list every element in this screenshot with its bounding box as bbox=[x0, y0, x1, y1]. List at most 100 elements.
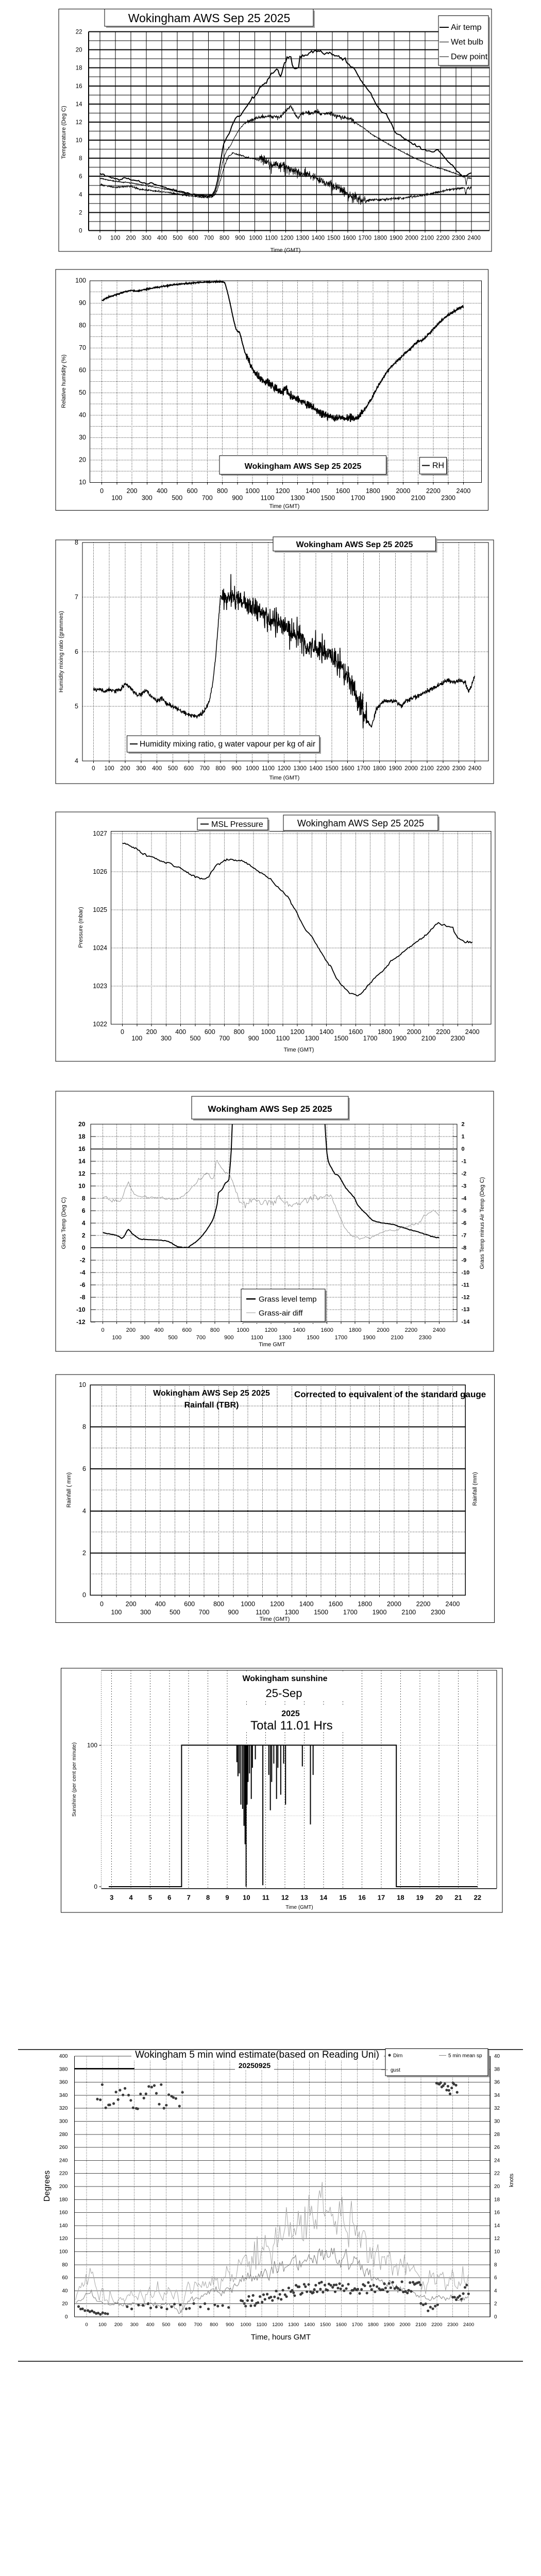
svg-text:1800: 1800 bbox=[349, 1327, 361, 1333]
svg-text:2000: 2000 bbox=[404, 766, 418, 772]
svg-text:20: 20 bbox=[79, 456, 86, 463]
svg-text:1400: 1400 bbox=[299, 1601, 314, 1608]
svg-text:1500: 1500 bbox=[320, 2322, 331, 2328]
svg-text:2200: 2200 bbox=[436, 1028, 450, 1036]
svg-text:700: 700 bbox=[196, 1335, 206, 1341]
svg-text:600: 600 bbox=[178, 2322, 186, 2328]
svg-text:10: 10 bbox=[79, 479, 86, 486]
svg-text:18: 18 bbox=[397, 1894, 404, 1902]
svg-text:1300: 1300 bbox=[291, 495, 305, 502]
svg-text:500: 500 bbox=[168, 1335, 177, 1341]
svg-text:300: 300 bbox=[136, 766, 146, 772]
svg-text:Wokingham AWS Sep 25 2025: Wokingham AWS Sep 25 2025 bbox=[128, 11, 291, 25]
svg-text:0: 0 bbox=[82, 1591, 86, 1599]
svg-text:14: 14 bbox=[320, 1894, 328, 1902]
svg-text:900: 900 bbox=[248, 1035, 259, 1042]
svg-text:Time (GMT): Time (GMT) bbox=[269, 503, 300, 510]
svg-text:1900: 1900 bbox=[363, 1335, 375, 1341]
svg-text:Grass Temp minus Air Temp (Deg: Grass Temp minus Air Temp (Deg C) bbox=[479, 1177, 485, 1269]
svg-text:200: 200 bbox=[126, 235, 136, 242]
svg-text:1026: 1026 bbox=[93, 868, 107, 875]
svg-text:2400: 2400 bbox=[445, 1601, 460, 1608]
svg-text:500: 500 bbox=[168, 766, 178, 772]
svg-text:-7: -7 bbox=[462, 1232, 467, 1239]
svg-text:0: 0 bbox=[494, 2314, 497, 2320]
svg-text:40: 40 bbox=[62, 2288, 68, 2294]
svg-text:Time (GMT): Time (GMT) bbox=[260, 1616, 290, 1622]
svg-text:-6: -6 bbox=[462, 1220, 467, 1226]
svg-text:-8: -8 bbox=[80, 1294, 86, 1301]
svg-text:1600: 1600 bbox=[343, 235, 356, 242]
svg-text:-11: -11 bbox=[462, 1282, 469, 1288]
svg-text:2200: 2200 bbox=[426, 487, 441, 495]
svg-text:6: 6 bbox=[82, 1465, 86, 1472]
svg-text:7: 7 bbox=[187, 1894, 191, 1902]
svg-text:1700: 1700 bbox=[358, 235, 371, 242]
svg-text:10: 10 bbox=[78, 1182, 86, 1190]
svg-text:0: 0 bbox=[100, 1601, 104, 1608]
svg-text:2: 2 bbox=[82, 1549, 86, 1556]
svg-text:Wokingham sunshine: Wokingham sunshine bbox=[242, 1674, 327, 1683]
svg-text:1800: 1800 bbox=[378, 1028, 392, 1036]
svg-text:1500: 1500 bbox=[325, 766, 339, 772]
svg-text:1024: 1024 bbox=[93, 944, 107, 952]
svg-text:340: 340 bbox=[59, 2093, 68, 2098]
svg-text:-1: -1 bbox=[462, 1159, 467, 1165]
svg-text:200: 200 bbox=[126, 1601, 137, 1608]
svg-text:6: 6 bbox=[79, 174, 82, 180]
svg-text:1900: 1900 bbox=[384, 2322, 395, 2328]
svg-text:1600: 1600 bbox=[336, 2322, 347, 2328]
svg-text:300: 300 bbox=[140, 1335, 149, 1341]
svg-text:1700: 1700 bbox=[352, 2322, 363, 2328]
svg-text:16: 16 bbox=[494, 2210, 500, 2216]
svg-text:8: 8 bbox=[206, 1894, 210, 1902]
svg-text:90: 90 bbox=[79, 299, 86, 307]
svg-text:1400: 1400 bbox=[293, 1327, 305, 1333]
svg-text:12: 12 bbox=[494, 2236, 500, 2242]
svg-text:20: 20 bbox=[76, 47, 82, 54]
svg-text:160: 160 bbox=[59, 2210, 68, 2216]
svg-text:10: 10 bbox=[76, 138, 82, 144]
svg-text:3: 3 bbox=[110, 1894, 113, 1902]
svg-text:4: 4 bbox=[82, 1219, 86, 1227]
svg-text:1300: 1300 bbox=[296, 235, 309, 242]
svg-text:2100: 2100 bbox=[415, 2322, 426, 2328]
svg-text:20: 20 bbox=[78, 1121, 86, 1128]
svg-text:1000: 1000 bbox=[240, 2322, 251, 2328]
svg-text:Wokingham AWS Sep 25 2025: Wokingham AWS Sep 25 2025 bbox=[245, 462, 362, 471]
svg-text:1400: 1400 bbox=[312, 235, 325, 242]
svg-text:2400: 2400 bbox=[456, 487, 470, 495]
svg-text:1700: 1700 bbox=[363, 1035, 378, 1042]
svg-text:2100: 2100 bbox=[421, 1035, 436, 1042]
svg-text:260: 260 bbox=[59, 2145, 68, 2150]
svg-text:18: 18 bbox=[494, 2197, 500, 2202]
svg-text:2: 2 bbox=[82, 1232, 86, 1239]
svg-text:400: 400 bbox=[152, 766, 162, 772]
svg-text:2400: 2400 bbox=[433, 1327, 445, 1333]
svg-text:-5: -5 bbox=[462, 1208, 467, 1214]
svg-text:600: 600 bbox=[189, 235, 198, 242]
svg-text:300: 300 bbox=[161, 1035, 172, 1042]
svg-text:1600: 1600 bbox=[348, 1028, 363, 1036]
svg-text:gust: gust bbox=[391, 2067, 400, 2073]
svg-text:2: 2 bbox=[462, 1122, 465, 1128]
svg-text:-4: -4 bbox=[462, 1195, 467, 1201]
svg-text:70: 70 bbox=[79, 344, 86, 351]
svg-text:1800: 1800 bbox=[373, 766, 386, 772]
svg-text:1022: 1022 bbox=[93, 1021, 107, 1028]
svg-text:-3: -3 bbox=[462, 1183, 467, 1189]
svg-text:2: 2 bbox=[79, 210, 82, 216]
svg-text:700: 700 bbox=[204, 235, 214, 242]
svg-text:1100: 1100 bbox=[262, 766, 275, 772]
svg-text:1000: 1000 bbox=[246, 766, 259, 772]
svg-text:400: 400 bbox=[155, 1601, 166, 1608]
svg-text:38: 38 bbox=[494, 2066, 500, 2072]
svg-text:32: 32 bbox=[494, 2106, 500, 2111]
svg-text:600: 600 bbox=[182, 1327, 192, 1333]
svg-text:300: 300 bbox=[130, 2322, 139, 2328]
svg-text:200: 200 bbox=[127, 487, 138, 495]
svg-text:1800: 1800 bbox=[368, 2322, 379, 2328]
svg-text:34: 34 bbox=[494, 2093, 500, 2098]
svg-text:0: 0 bbox=[121, 1028, 124, 1036]
svg-text:1600: 1600 bbox=[335, 487, 350, 495]
